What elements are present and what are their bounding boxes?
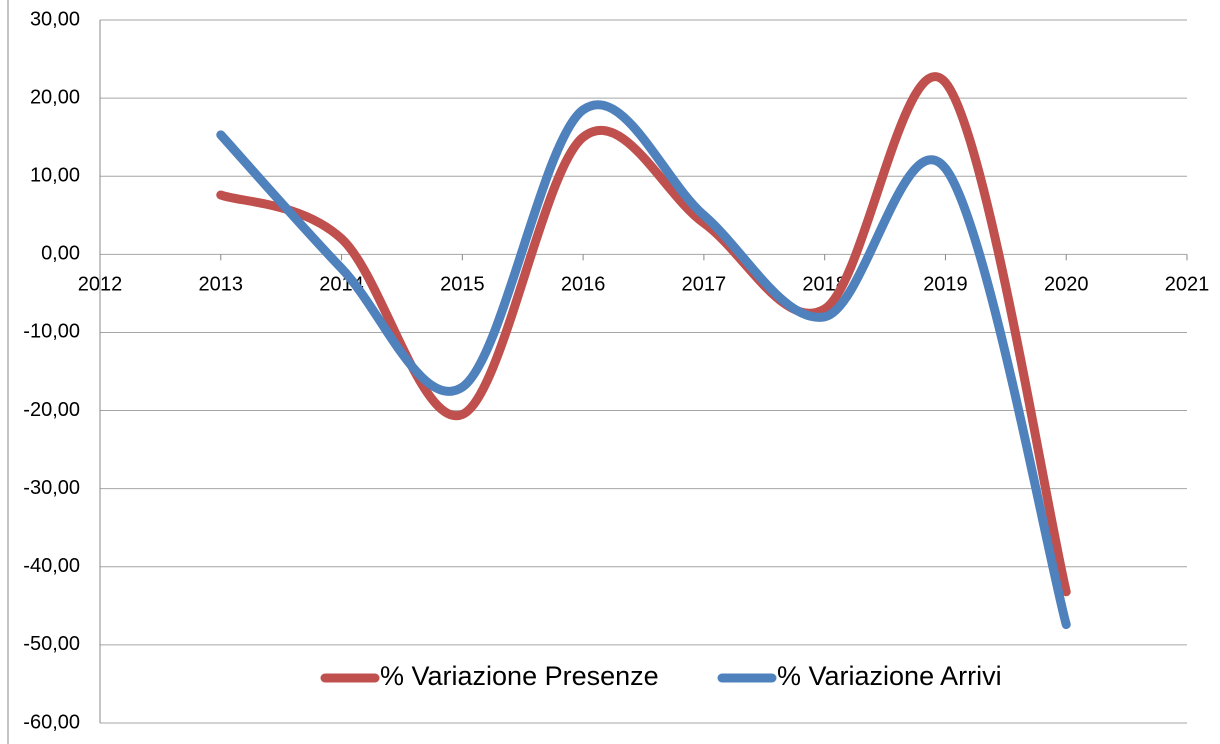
y-tick-label: -20,00 [23, 399, 80, 421]
x-tick-label: 2017 [682, 274, 727, 296]
y-tick-label: -30,00 [23, 477, 80, 499]
x-tick-label: 2021 [1165, 274, 1210, 296]
legend-label: % Variazione Arrivi [777, 661, 1002, 691]
y-tick-label: -60,00 [23, 711, 80, 733]
legend-label: % Variazione Presenze [380, 661, 659, 691]
x-tick-label: 2013 [199, 274, 244, 296]
y-tick-label: -50,00 [23, 633, 80, 655]
y-tick-label: 10,00 [30, 165, 80, 187]
y-tick-label: 20,00 [30, 86, 80, 108]
y-tick-label: 0,00 [41, 243, 80, 265]
x-tick-label: 2019 [923, 274, 968, 296]
y-tick-label: 30,00 [30, 8, 80, 30]
y-tick-label: -10,00 [23, 321, 80, 343]
x-tick-label: 2012 [78, 274, 123, 296]
x-tick-label: 2015 [440, 274, 485, 296]
series-line [216, 72, 1071, 597]
series-line [216, 100, 1071, 630]
chart-border [7, 0, 9, 744]
x-tick-label: 2016 [561, 274, 606, 296]
x-tick-label: 2020 [1044, 274, 1089, 296]
y-tick-label: -40,00 [23, 555, 80, 577]
